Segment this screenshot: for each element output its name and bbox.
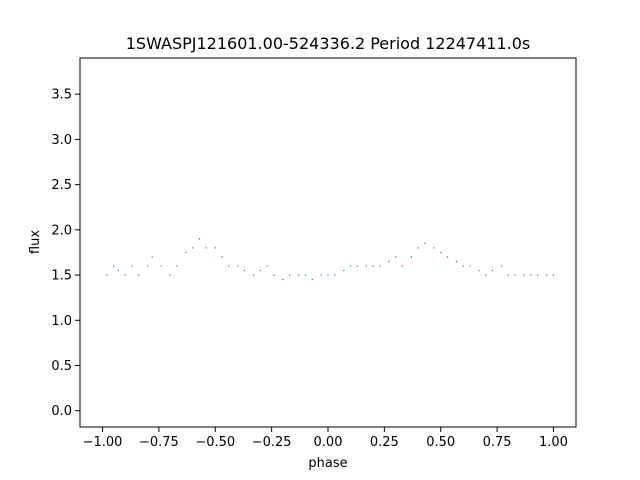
scatter-point [151, 256, 153, 258]
scatter-point [388, 260, 390, 263]
y-tick-label: 3.5 [51, 88, 72, 103]
scatter-point [205, 247, 207, 249]
scatter-point [176, 265, 178, 267]
y-tick-label: 0.5 [51, 359, 72, 374]
scatter-point [334, 274, 336, 276]
scatter-points [106, 238, 555, 281]
y-tick-label: 1.5 [51, 269, 72, 284]
x-tick-label: −1.00 [83, 435, 123, 450]
scatter-point [221, 256, 223, 258]
scatter-point [446, 256, 449, 258]
scatter-point [500, 265, 503, 267]
scatter-point [214, 247, 216, 249]
scatter-point [455, 260, 458, 263]
scatter-point [379, 265, 381, 267]
scatter-point [394, 256, 397, 258]
scatter-point [266, 265, 268, 267]
scatter-point [273, 274, 275, 276]
scatter-point [282, 278, 284, 281]
scatter-point [160, 265, 162, 267]
y-tick-label: 2.0 [51, 223, 72, 238]
scatter-point [252, 274, 255, 276]
x-tick-label: −0.25 [252, 435, 292, 450]
scatter-point [288, 274, 291, 276]
scatter-point [372, 265, 374, 267]
scatter-point [137, 274, 140, 276]
scatter-point [117, 269, 120, 272]
scatter-point [113, 265, 115, 267]
scatter-point [478, 269, 480, 272]
y-tick-label: 0.0 [51, 404, 72, 419]
scatter-point [349, 265, 352, 267]
scatter-point [424, 242, 426, 245]
scatter-point [536, 274, 539, 276]
plot-area-frame [79, 57, 577, 428]
scatter-point [343, 269, 345, 272]
scatter-point [243, 269, 246, 272]
scatter-point [552, 274, 555, 276]
scatter-point [198, 238, 201, 240]
y-tick-label: 2.5 [51, 178, 72, 193]
scatter-point [485, 274, 487, 276]
x-tick-label: 0.00 [314, 435, 343, 450]
y-tick-label: 3.0 [51, 133, 72, 148]
x-axis-ticks: −1.00 −0.75 −0.50 −0.25 0.00 0.25 0.50 0.75 1.00 [83, 427, 568, 450]
y-tick-label: 1.0 [51, 314, 72, 329]
scatter-point [106, 274, 108, 276]
scatter-point [304, 274, 307, 276]
scatter-point [469, 265, 471, 267]
y-axis-label: flux [28, 230, 43, 254]
x-tick-label: −0.50 [195, 435, 235, 450]
scatter-point [417, 247, 419, 249]
scatter-point [228, 265, 230, 267]
scatter-point [507, 274, 510, 276]
scatter-point [327, 274, 329, 276]
scatter-point [192, 247, 194, 249]
scatter-point [146, 265, 149, 267]
scatter-point [356, 265, 359, 267]
x-tick-label: −0.75 [139, 435, 179, 450]
chart-title: 1SWASPJ121601.00-524336.2 Period 1224741… [126, 34, 531, 53]
scatter-point [514, 274, 516, 276]
scatter-point [131, 265, 133, 267]
scatter-point [259, 269, 262, 272]
x-tick-label: 0.75 [483, 435, 512, 450]
scatter-point [523, 274, 525, 276]
x-tick-label: 0.25 [370, 435, 399, 450]
y-axis-ticks: 0.0 0.5 1.0 1.5 2.0 2.5 3.0 3.5 [51, 88, 80, 419]
scatter-point [491, 269, 494, 272]
scatter-point [237, 265, 239, 267]
x-tick-label: 0.50 [426, 435, 455, 450]
scatter-point [433, 247, 435, 249]
scatter-point [410, 256, 413, 258]
scatter-point [320, 274, 322, 276]
scatter-point [545, 274, 548, 276]
x-tick-label: 1.00 [539, 435, 568, 450]
scatter-point [440, 251, 442, 254]
scatter-point [462, 265, 464, 267]
scatter-point [185, 251, 187, 254]
scatter-point [365, 265, 368, 267]
scatter-point [297, 274, 300, 276]
x-axis-label: phase [308, 456, 347, 471]
scatter-point [401, 265, 404, 267]
scatter-point [311, 278, 313, 281]
scatter-point [530, 274, 532, 276]
scatter-point [169, 274, 171, 276]
scatter-point [124, 274, 126, 276]
